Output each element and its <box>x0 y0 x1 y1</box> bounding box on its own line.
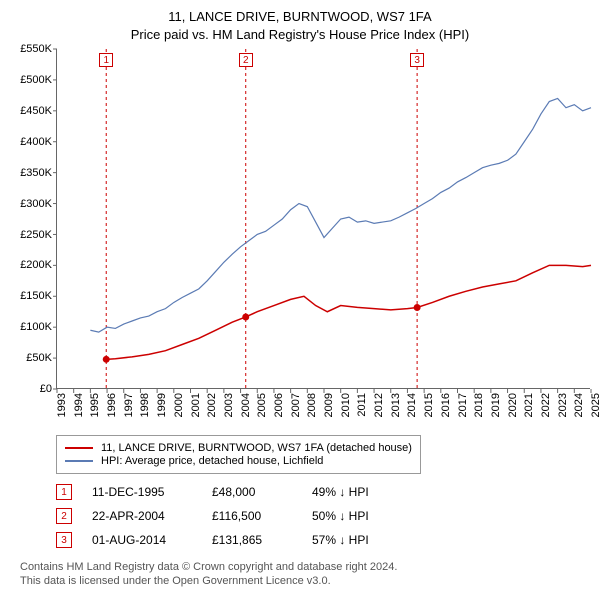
x-tick-label: 1994 <box>73 393 85 417</box>
x-tick-label: 1998 <box>139 393 151 417</box>
y-tick-label: £250K <box>20 229 52 241</box>
x-tick-label: 2000 <box>173 393 185 417</box>
event-row: 2 22-APR-2004 £116,500 50% ↓ HPI <box>56 508 590 524</box>
x-tick-label: 2020 <box>507 393 519 417</box>
event-price: £116,500 <box>212 509 292 523</box>
x-tick-label: 2010 <box>340 393 352 417</box>
y-tick-label: £150K <box>20 290 52 302</box>
x-tick-label: 2024 <box>573 393 585 417</box>
chart-container: 11, LANCE DRIVE, BURNTWOOD, WS7 1FA Pric… <box>0 0 600 599</box>
x-axis: 1993 1994 1995 1996 1997 1998 1999 2000 2001 2002… <box>56 389 590 429</box>
y-axis: £0£50K£100K£150K£200K£250K£300K£350K£400… <box>10 49 56 389</box>
x-tick-label: 2001 <box>190 393 202 417</box>
y-tick-label: £50K <box>26 352 52 364</box>
x-tick-label: 2003 <box>223 393 235 417</box>
x-tick-label: 2008 <box>306 393 318 417</box>
x-tick-label: 2005 <box>256 393 268 417</box>
x-tick-label: 2018 <box>473 393 485 417</box>
legend-item: HPI: Average price, detached house, Lich… <box>65 455 412 467</box>
legend: 11, LANCE DRIVE, BURNTWOOD, WS7 1FA (det… <box>56 435 421 474</box>
series-hpi <box>90 99 591 333</box>
x-tick-label: 1999 <box>156 393 168 417</box>
event-delta: 57% ↓ HPI <box>312 533 369 547</box>
x-tick-label: 2017 <box>457 393 469 417</box>
event-date: 11-DEC-1995 <box>92 485 192 499</box>
x-tick-label: 1993 <box>56 393 68 417</box>
event-dot <box>414 304 421 311</box>
event-badge: 1 <box>56 484 72 500</box>
x-tick-label: 2002 <box>206 393 218 417</box>
title-block: 11, LANCE DRIVE, BURNTWOOD, WS7 1FA Pric… <box>10 8 590 43</box>
y-tick-label: £100K <box>20 321 52 333</box>
y-tick-label: £550K <box>20 43 52 55</box>
x-tick-label: 2025 <box>590 393 600 417</box>
legend-swatch <box>65 460 93 462</box>
x-tick-label: 2016 <box>440 393 452 417</box>
y-tick-label: £300K <box>20 198 52 210</box>
x-tick-label: 2022 <box>540 393 552 417</box>
events-table: 1 11-DEC-1995 £48,000 49% ↓ HPI 2 22-APR-2004… <box>56 484 590 548</box>
event-row: 3 01-AUG-2014 £131,865 57% ↓ HPI <box>56 532 590 548</box>
y-tick-label: £350K <box>20 167 52 179</box>
plot-area: 1 2 3 <box>56 49 590 389</box>
event-marker-box: 2 <box>239 53 253 67</box>
x-tick-label: 1997 <box>123 393 135 417</box>
event-price: £48,000 <box>212 485 292 499</box>
event-marker-box: 1 <box>99 53 113 67</box>
legend-swatch <box>65 447 93 449</box>
y-tick-label: £200K <box>20 259 52 271</box>
y-tick-label: £500K <box>20 74 52 86</box>
y-tick-label: £400K <box>20 136 52 148</box>
event-dot <box>242 314 249 321</box>
x-tick-label: 2015 <box>423 393 435 417</box>
event-date: 22-APR-2004 <box>92 509 192 523</box>
event-price: £131,865 <box>212 533 292 547</box>
footnote-line-1: Contains HM Land Registry data © Crown c… <box>20 560 590 574</box>
x-tick-label: 2021 <box>523 393 535 417</box>
event-delta: 49% ↓ HPI <box>312 485 369 499</box>
title-line-1: 11, LANCE DRIVE, BURNTWOOD, WS7 1FA <box>10 8 590 26</box>
x-tick-label: 2011 <box>356 393 368 417</box>
legend-label: HPI: Average price, detached house, Lich… <box>101 455 323 467</box>
series-price_paid <box>106 265 591 359</box>
x-tick-label: 2014 <box>406 393 418 417</box>
event-row: 1 11-DEC-1995 £48,000 49% ↓ HPI <box>56 484 590 500</box>
y-tick-label: £0 <box>40 383 52 395</box>
event-dot <box>103 356 110 363</box>
plot-svg <box>57 49 591 389</box>
x-tick-label: 2013 <box>390 393 402 417</box>
footnote: Contains HM Land Registry data © Crown c… <box>20 560 590 589</box>
legend-item: 11, LANCE DRIVE, BURNTWOOD, WS7 1FA (det… <box>65 442 412 454</box>
event-badge: 3 <box>56 532 72 548</box>
event-badge: 2 <box>56 508 72 524</box>
x-tick-label: 2006 <box>273 393 285 417</box>
y-tick-label: £450K <box>20 105 52 117</box>
x-tick-label: 1996 <box>106 393 118 417</box>
x-tick-label: 1995 <box>89 393 101 417</box>
legend-label: 11, LANCE DRIVE, BURNTWOOD, WS7 1FA (det… <box>101 442 412 454</box>
x-tick-label: 2007 <box>290 393 302 417</box>
x-tick-label: 2012 <box>373 393 385 417</box>
event-delta: 50% ↓ HPI <box>312 509 369 523</box>
event-date: 01-AUG-2014 <box>92 533 192 547</box>
footnote-line-2: This data is licensed under the Open Gov… <box>20 574 590 588</box>
x-tick-label: 2009 <box>323 393 335 417</box>
x-tick-label: 2023 <box>557 393 569 417</box>
x-tick-label: 2019 <box>490 393 502 417</box>
chart: £0 £50K £100K £150K £200K £250K £300K £350K £400… <box>10 49 590 429</box>
title-line-2: Price paid vs. HM Land Registry's House … <box>10 26 590 44</box>
event-marker-box: 3 <box>410 53 424 67</box>
x-tick-label: 2004 <box>240 393 252 417</box>
